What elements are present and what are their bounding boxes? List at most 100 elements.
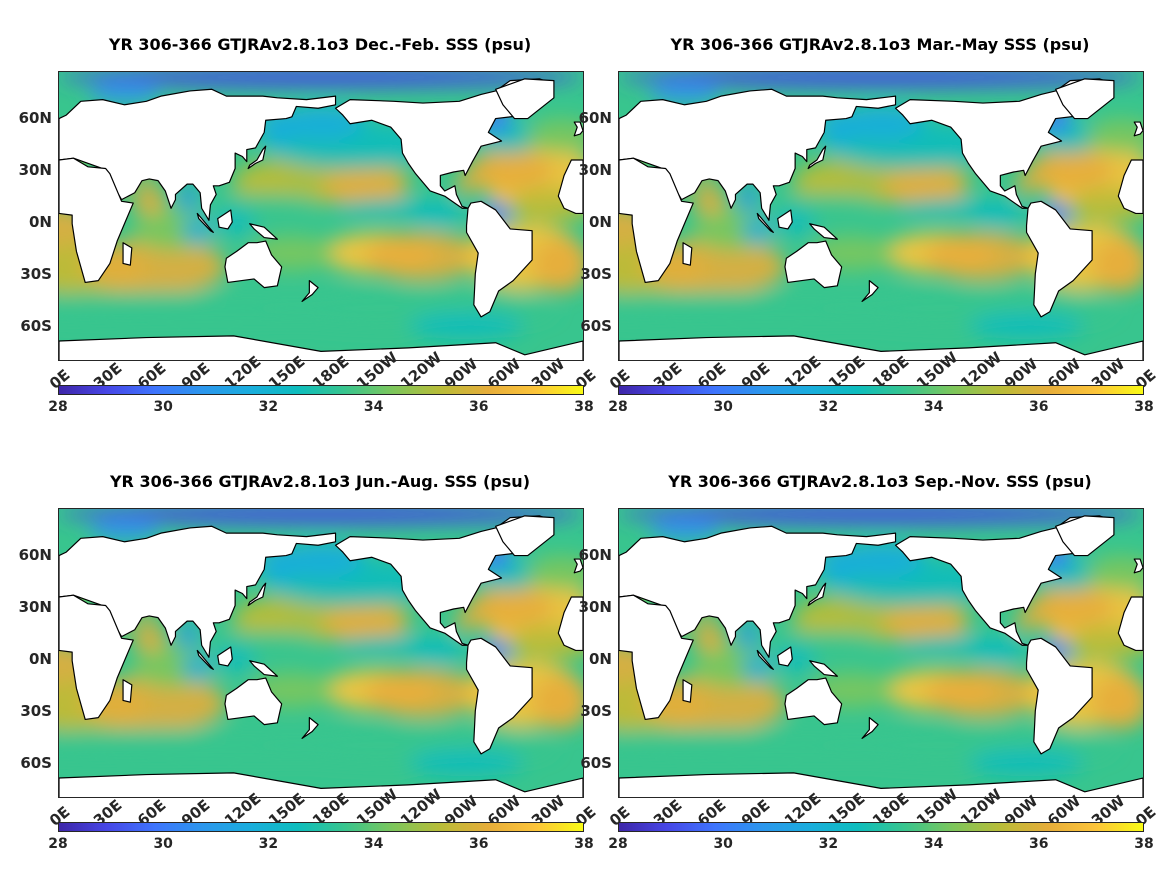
colorbar-tick-label: 36: [469, 836, 489, 852]
salinity-patch: [321, 170, 409, 205]
latitude-label: 60S: [20, 754, 52, 773]
salinity-patch: [619, 509, 1143, 525]
landmass-sumatra: [196, 212, 214, 233]
landmass-eurasia: [619, 525, 897, 658]
salinity-patch: [648, 519, 721, 541]
latitude-label: 60N: [18, 108, 52, 127]
latitude-label: 60N: [578, 108, 612, 127]
latitude-label: 60S: [580, 754, 612, 773]
salinity-patch: [968, 199, 1027, 228]
salinity-patch: [968, 636, 1027, 665]
salinity-patch: [182, 216, 212, 245]
salinity-field: [619, 509, 1143, 777]
salinity-patch: [408, 199, 467, 228]
salinity-patch: [742, 216, 772, 245]
salinity-patch: [1026, 149, 1114, 191]
colorbar-tick-label: 38: [1134, 836, 1154, 852]
landmass-borneo: [217, 209, 233, 230]
latitude-label: 0N: [29, 650, 52, 669]
landmass-uk: [573, 558, 583, 574]
colorbar-tick-label: 28: [48, 836, 68, 852]
landmass-greenland: [1055, 515, 1115, 557]
latitude-label: 30S: [20, 265, 52, 284]
salinity-patch: [179, 621, 198, 649]
landmass-japan: [247, 145, 267, 170]
colorbar-tick-label: 28: [608, 399, 628, 415]
colorbar: [618, 822, 1144, 832]
colorbar-tick-label: 32: [258, 399, 279, 415]
latitude-label: 30N: [18, 160, 52, 179]
salinity-patch: [321, 607, 409, 642]
landmass-japan: [807, 582, 827, 607]
salinity-patch: [648, 82, 721, 104]
landmass-eurasia: [59, 88, 337, 221]
map-frame: [58, 71, 584, 361]
salinity-patch: [532, 674, 583, 730]
salinity-patch: [881, 170, 969, 205]
landmass-greenland: [495, 515, 555, 557]
colorbar-tick-label: 34: [363, 836, 384, 852]
latitude-label: 30S: [580, 265, 612, 284]
landmass-namerica: [334, 515, 555, 646]
salinity-patch: [364, 669, 482, 718]
salinity-patch: [179, 184, 198, 212]
salinity-patch: [88, 82, 161, 104]
landmass-sumatra: [756, 649, 774, 670]
landmass-sumatra: [756, 212, 774, 233]
latitude-label: 60S: [580, 317, 612, 336]
salinity-patch: [466, 149, 554, 191]
map-panel: YR 306-366 GTJRAv2.8.1o3 Mar.-May SSS (p…: [560, 35, 1160, 455]
sss-map: [59, 72, 583, 360]
landmass-antarctica: [59, 335, 583, 360]
salinity-patch: [640, 676, 787, 732]
landmass-africa: [59, 157, 134, 284]
sss-map: [619, 509, 1143, 797]
landmass-nz: [861, 280, 879, 303]
colorbar-tick-label: 38: [574, 399, 594, 415]
landmass-madagascar: [682, 679, 693, 703]
landmass-uk: [573, 121, 583, 137]
landmass-eurasia: [619, 88, 897, 221]
salinity-patch: [532, 237, 583, 293]
sss-map: [59, 509, 583, 797]
landmass-africa_w: [1117, 159, 1143, 215]
colorbar-tick-label: 30: [713, 399, 733, 415]
latitude-label: 30N: [578, 160, 612, 179]
salinity-patch: [408, 311, 525, 340]
salinity-patch: [691, 187, 727, 216]
salinity-patch: [364, 232, 482, 281]
landmass-newguinea: [809, 660, 838, 677]
salinity-patch: [619, 72, 1143, 88]
landmass-namerica: [894, 515, 1115, 646]
latitude-label: 60S: [20, 317, 52, 336]
landmass-newguinea: [809, 223, 838, 240]
colorbar-tick-label: 32: [818, 836, 839, 852]
landmass-newguinea: [249, 660, 278, 677]
landmass-africa_w: [557, 159, 583, 215]
landmass-australia: [784, 240, 843, 289]
landmass-namerica: [894, 78, 1115, 209]
latitude-label: 0N: [589, 213, 612, 232]
colorbar: [58, 385, 584, 395]
map-panel: YR 306-366 GTJRAv2.8.1o3 Jun.-Aug. SSS (…: [0, 472, 600, 892]
salinity-patch: [131, 187, 167, 216]
salinity-patch: [1092, 237, 1143, 293]
landmass-sumatra: [196, 649, 214, 670]
landmass-australia: [224, 677, 283, 726]
salinity-patch: [182, 653, 212, 682]
landmass-newguinea: [249, 223, 278, 240]
latitude-label: 60N: [578, 545, 612, 564]
latitude-label: 30S: [580, 702, 612, 721]
latitude-label: 30N: [18, 597, 52, 616]
landmass-australia: [224, 240, 283, 289]
salinity-patch: [80, 676, 227, 732]
salinity-patch: [881, 607, 969, 642]
landmass-uk: [1133, 121, 1143, 137]
salinity-field: [59, 509, 583, 777]
landmass-nz: [861, 717, 879, 740]
salinity-patch: [1014, 173, 1039, 195]
colorbar-tick-label: 38: [1134, 399, 1154, 415]
colorbar-tick-label: 28: [48, 399, 68, 415]
landmass-nz: [301, 280, 319, 303]
landmass-eurasia: [59, 525, 337, 658]
